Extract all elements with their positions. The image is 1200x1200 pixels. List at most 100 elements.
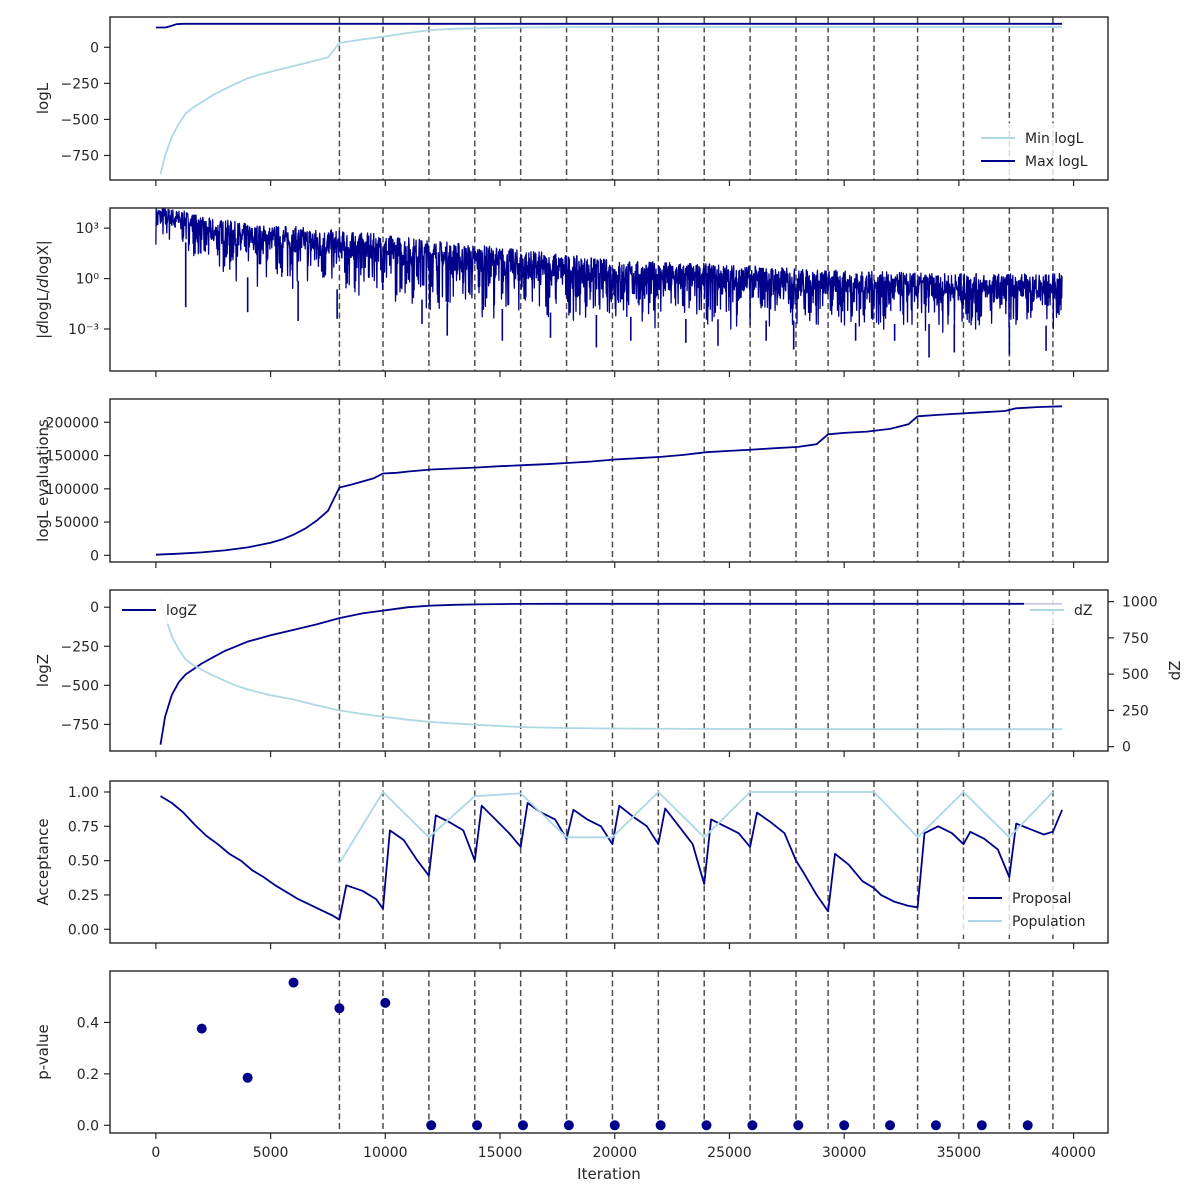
data-point: [563, 1120, 574, 1131]
plot-area: [155, 399, 1063, 562]
y-tick-label: 1.00: [68, 785, 99, 801]
data-point: [242, 1072, 253, 1083]
y-tick-label: −500: [61, 112, 99, 128]
y-tick-label: 150000: [46, 449, 99, 465]
y-axis-title-part: |: [34, 240, 52, 245]
y-tick-label: 0: [90, 548, 99, 564]
y-tick-label: −250: [61, 76, 99, 92]
plot-area: [155, 208, 1063, 371]
plot-area: [160, 781, 1063, 943]
y-axis-title: Acceptance: [34, 818, 52, 905]
y-tick-label: 0: [90, 40, 99, 56]
y-tick-label: 0.0: [77, 1118, 99, 1134]
x-tick-label: 40000: [1051, 1145, 1096, 1161]
x-tick-label: 15000: [478, 1145, 523, 1161]
data-point: [196, 1023, 207, 1034]
y-axis-title-part: |: [34, 334, 52, 339]
data-point: [885, 1120, 896, 1131]
y-tick-label: 10⁻³: [68, 322, 99, 338]
data-point: [380, 997, 391, 1008]
series-dz: [159, 598, 1063, 731]
y-tick-label: 0.75: [68, 819, 99, 835]
panel-frame: [109, 589, 1109, 752]
loglikelihood-legend-box: [975, 123, 1100, 175]
y-right-tick-label: 750: [1122, 631, 1149, 647]
data-point: [517, 1120, 528, 1131]
series-logz: [159, 602, 1063, 745]
data-point: [1022, 1120, 1033, 1131]
y-tick-label: 0.2: [77, 1067, 99, 1083]
panel-frame: [109, 207, 1109, 372]
panel-frame: [109, 970, 1109, 1134]
x-axis-title: Iteration: [577, 1165, 641, 1183]
y-tick-label: 200000: [46, 415, 99, 431]
y-axis-title: |dlogL/dlogX|: [34, 240, 52, 339]
data-point: [334, 1003, 345, 1014]
y-axis-title: logL evaluations: [34, 419, 52, 542]
y-tick-label: 0.00: [68, 922, 99, 938]
x-tick-label: 30000: [822, 1145, 867, 1161]
y-axis-title-part: logL: [34, 292, 52, 324]
x-tick-label: 25000: [707, 1145, 752, 1161]
data-point: [609, 1120, 620, 1131]
evidence-left-legend-entry-0: logZ: [166, 603, 197, 619]
data-point: [426, 1120, 437, 1131]
panel-frame: [109, 398, 1109, 563]
y-tick-label: 0: [90, 600, 99, 616]
acceptance-legend-box: [962, 883, 1102, 935]
evidence-right-legend-entry-0: dZ: [1074, 603, 1092, 619]
y-axis-title-part: logX: [34, 245, 52, 278]
data-point: [793, 1120, 804, 1131]
plot-area: [159, 590, 1063, 751]
data-point: [747, 1120, 758, 1131]
y-axis-title-part: d: [34, 278, 52, 288]
y-tick-label: 0.50: [68, 854, 99, 870]
series-proposal: [160, 795, 1063, 921]
data-point: [930, 1120, 941, 1131]
acceptance-legend-entry-0: Proposal: [1012, 891, 1071, 907]
y-tick-label: 0.25: [68, 888, 99, 904]
data-point: [655, 1120, 666, 1131]
y-tick-label: −500: [61, 678, 99, 694]
y-tick-label: 0.4: [77, 1015, 99, 1031]
y-right-tick-label: 1000: [1122, 595, 1158, 611]
series-population: [338, 791, 1054, 864]
y-right-axis-title: dZ: [1166, 661, 1184, 681]
series-max-logl: [155, 22, 1063, 29]
panel-loglikelihood: −750 −500 −250 0 logL Min logL Max logL: [34, 16, 1109, 186]
y-tick-label: 100000: [46, 482, 99, 498]
x-tick-label: 10000: [363, 1145, 408, 1161]
series-gradients: [155, 208, 1063, 333]
y-tick-label: −750: [61, 148, 99, 164]
data-point: [976, 1120, 987, 1131]
loglikelihood-legend-entry-0: Min logL: [1025, 131, 1084, 147]
x-tick-label: 0: [151, 1145, 160, 1161]
y-tick-label: −750: [61, 717, 99, 733]
panel-acceptance: 0.00 0.25 0.50 0.75 1.00 Acceptance Proposal Po…: [34, 780, 1109, 949]
plot-area: [155, 17, 1063, 180]
x-tick-label: 35000: [937, 1145, 982, 1161]
y-axis-title-part: /: [34, 287, 52, 293]
y-axis-title: p-value: [34, 1024, 52, 1080]
x-tick-label: 20000: [592, 1145, 637, 1161]
y-axis-title: logZ: [34, 654, 52, 687]
y-right-tick-label: 500: [1122, 667, 1149, 683]
panels: −750 −500 −250 0 logL Min logL Max logL 10⁻³ 10⁰…: [34, 16, 1184, 1161]
y-tick-label: 50000: [54, 515, 99, 531]
y-tick-label: −250: [61, 639, 99, 655]
acceptance-legend-entry-1: Population: [1012, 914, 1086, 930]
y-right-tick-label: 0: [1122, 740, 1131, 756]
panel-frame: [109, 16, 1109, 181]
loglikelihood-legend-entry-1: Max logL: [1025, 154, 1088, 170]
panel-insertion_test: 0.0 0.2 0.4 0 5000 10000 15000 20000 25000 30000 3…: [34, 970, 1109, 1161]
panel-frame: [109, 780, 1109, 944]
y-tick-label: 10³: [76, 221, 99, 237]
data-point: [701, 1120, 712, 1131]
data-point: [472, 1120, 483, 1131]
plot-area: [196, 971, 1054, 1133]
y-axis-title: logL: [34, 82, 52, 114]
y-tick-label: 10⁰: [76, 272, 100, 288]
